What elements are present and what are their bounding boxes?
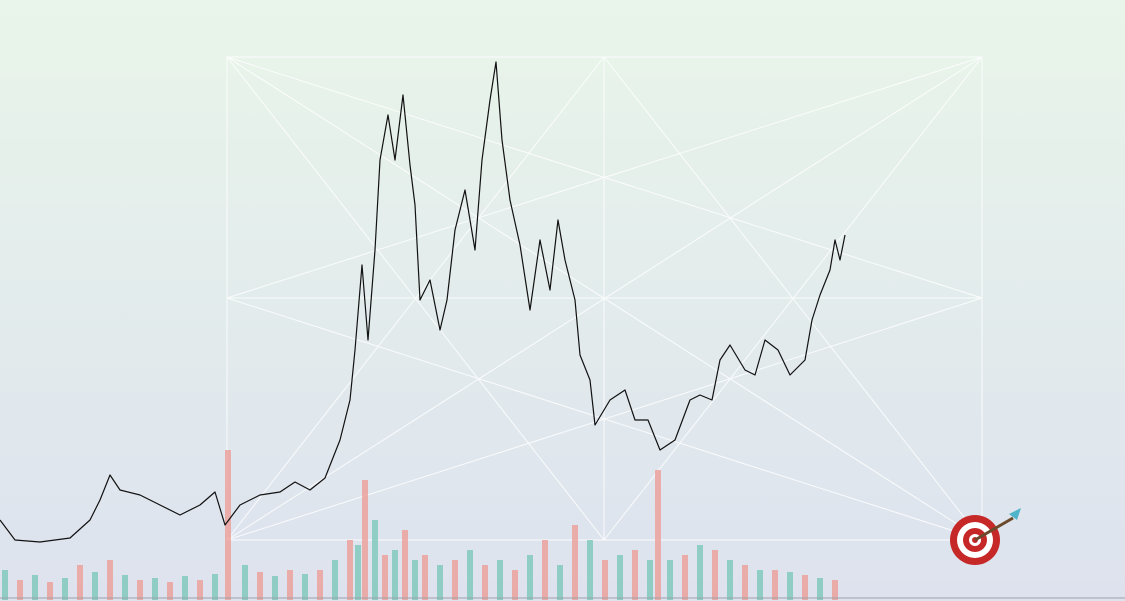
volume-bar	[787, 572, 793, 600]
volume-bar	[197, 580, 203, 600]
volume-bar	[742, 565, 748, 600]
volume-bar	[392, 550, 398, 600]
volume-bar	[497, 560, 503, 600]
volume-bar	[667, 560, 673, 600]
volume-bar	[817, 578, 823, 600]
volume-bar	[682, 555, 688, 600]
volume-bar	[655, 470, 661, 600]
volume-bar	[647, 560, 653, 600]
volume-bar	[542, 540, 548, 600]
volume-bar	[617, 555, 623, 600]
volume-bar	[92, 572, 98, 600]
volume-bar	[182, 576, 188, 600]
volume-bar	[317, 570, 323, 600]
volume-bar	[242, 565, 248, 600]
volume-bar	[347, 540, 353, 600]
volume-bar	[272, 576, 278, 600]
volume-bar	[2, 570, 8, 600]
volume-bar	[362, 480, 368, 600]
volume-bar	[332, 560, 338, 600]
volume-bar	[437, 565, 443, 600]
volume-bar	[512, 570, 518, 600]
price-layer	[0, 61, 846, 543]
price-line	[0, 61, 846, 543]
volume-bar	[587, 540, 593, 600]
volume-bar	[602, 560, 608, 600]
volume-bar	[467, 550, 473, 600]
volume-bar	[137, 580, 143, 600]
volume-bar	[697, 545, 703, 600]
volume-bar	[802, 575, 808, 600]
volume-bar	[47, 582, 53, 600]
volume-bar	[572, 525, 578, 600]
volume-bar	[302, 574, 308, 600]
volume-bar	[107, 560, 113, 600]
volume-bar	[167, 582, 173, 600]
volume-bar	[355, 545, 361, 600]
volume-bar	[402, 530, 408, 600]
volume-bar	[727, 560, 733, 600]
volume-bar	[152, 578, 158, 600]
volume-bar	[832, 580, 838, 600]
volume-bar	[257, 572, 263, 600]
volume-bar	[62, 578, 68, 600]
target-icon	[950, 508, 1021, 565]
gann-box	[226, 56, 983, 541]
volume-bar	[122, 575, 128, 600]
volume-bar	[17, 580, 23, 600]
volume-bar	[32, 575, 38, 600]
volume-bar	[212, 574, 218, 600]
volume-bar	[527, 555, 533, 600]
volume-bar	[372, 520, 378, 600]
volume-bar	[412, 560, 418, 600]
volume-bar	[757, 570, 763, 600]
volume-bar	[772, 570, 778, 600]
volume-bar	[225, 450, 231, 600]
volume-layer	[2, 450, 838, 600]
volume-bar	[452, 560, 458, 600]
volume-bar	[712, 550, 718, 600]
volume-bar	[77, 565, 83, 600]
volume-bar	[557, 565, 563, 600]
volume-bar	[287, 570, 293, 600]
volume-bar	[382, 555, 388, 600]
volume-bar	[422, 555, 428, 600]
volume-bar	[632, 550, 638, 600]
volume-bar	[482, 565, 488, 600]
